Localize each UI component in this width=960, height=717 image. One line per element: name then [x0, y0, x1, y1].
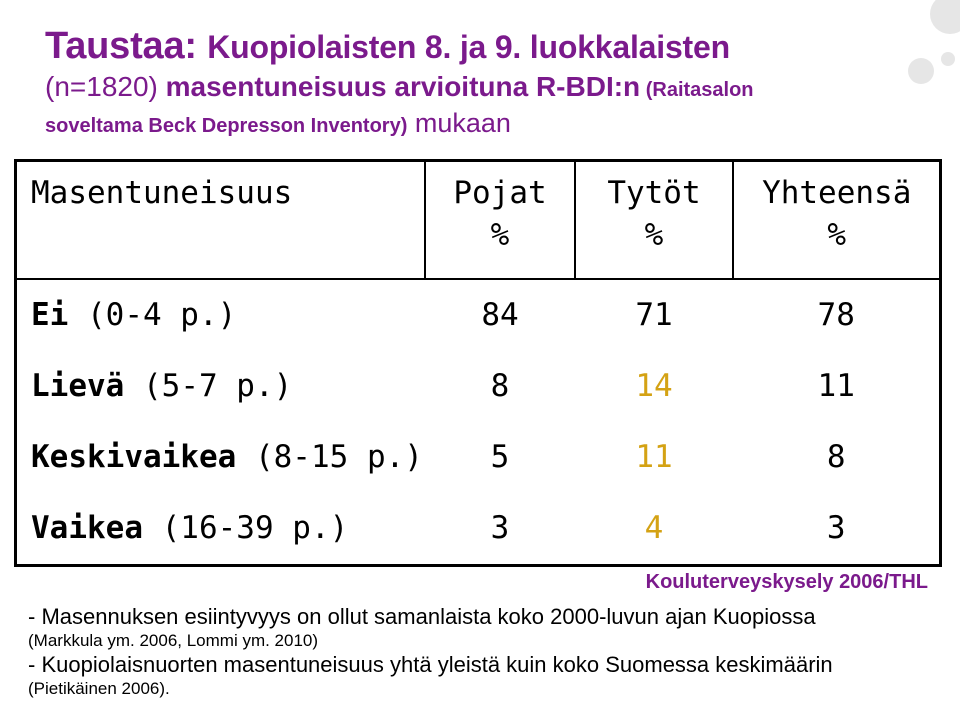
header-label: Tytöt	[607, 175, 701, 211]
total-value: 3	[826, 510, 846, 546]
slide-title: Taustaa: Kuopiolaisten 8. ja 9. luokkala…	[45, 24, 925, 141]
header-unit: %	[644, 217, 664, 253]
boys-value: 8	[490, 368, 510, 404]
table-row: Keskivaikea (8-15 p.) 5 11 8	[16, 422, 941, 493]
decorative-circle	[941, 52, 955, 66]
notes: - Masennuksen esiintyvyys on ollut saman…	[28, 605, 948, 701]
note-2-reference: (Pietikäinen 2006).	[28, 679, 170, 698]
note-2: - Kuopiolaisnuorten masentuneisuus yhtä …	[28, 652, 833, 677]
severity-label: Vaikea	[31, 510, 143, 546]
girls-value: 4	[644, 510, 664, 546]
title-line-2: (n=1820) masentuneisuus arvioituna R-BDI…	[45, 69, 925, 108]
note-1-reference: (Markkula ym. 2006, Lommi ym. 2010)	[28, 631, 319, 650]
title-source-note: soveltama Beck Depresson Inventory)	[45, 115, 408, 137]
header-unit: %	[490, 217, 510, 253]
boys-value: 3	[490, 510, 510, 546]
boys-value: 84	[481, 297, 519, 333]
severity-label: Lievä	[31, 368, 125, 404]
title-source-note: (Raitasalon	[640, 79, 754, 101]
girls-value: 71	[635, 297, 673, 333]
header-label: Yhteensä	[762, 175, 912, 211]
table-row: Ei (0-4 p.) 84 71 78	[16, 279, 941, 351]
total-value: 8	[826, 439, 846, 475]
total-value: 11	[817, 368, 855, 404]
header-boys: Pojat %	[424, 159, 576, 280]
title-text: mukaan	[407, 108, 511, 138]
score-range: (0-4 p.)	[68, 297, 237, 333]
row-label: Ei (0-4 p.)	[16, 279, 426, 351]
decorative-circle	[930, 0, 960, 34]
header-girls: Tytöt %	[573, 159, 735, 280]
header-label: Pojat	[453, 175, 547, 211]
boys-value: 5	[490, 439, 510, 475]
data-source: Kouluterveyskysely 2006/THL	[645, 571, 928, 593]
row-label: Vaikea (16-39 p.)	[16, 493, 426, 566]
title-keyword: Taustaa:	[45, 25, 208, 67]
title-line-3: soveltama Beck Depresson Inventory) muka…	[45, 108, 925, 141]
total-value: 78	[817, 297, 855, 333]
title-line-1: Taustaa: Kuopiolaisten 8. ja 9. luokkala…	[45, 24, 925, 69]
title-text: masentuneisuus arvioituna R-BDI:n	[165, 71, 641, 102]
header-total: Yhteensä %	[732, 159, 942, 280]
table-header-row: Masentuneisuus Pojat % Tytöt % Yhteensä …	[14, 159, 942, 280]
table-row: Lievä (5-7 p.) 8 14 11	[16, 351, 941, 422]
girls-value: 14	[635, 368, 673, 404]
girls-value: 11	[635, 439, 673, 475]
header-label: Masentuneisuus	[31, 175, 293, 211]
header-depression: Masentuneisuus	[14, 159, 427, 280]
title-sample-size: (n=1820)	[45, 71, 166, 102]
score-range: (8-15 p.)	[236, 439, 423, 475]
depression-table: Masentuneisuus Pojat % Tytöt % Yhteensä …	[14, 159, 942, 567]
table-row: Vaikea (16-39 p.) 3 4 3	[16, 493, 941, 566]
row-label: Keskivaikea (8-15 p.)	[16, 422, 426, 493]
header-unit: %	[827, 217, 847, 253]
row-label: Lievä (5-7 p.)	[16, 351, 426, 422]
note-1: - Masennuksen esiintyvyys on ollut saman…	[28, 604, 816, 629]
severity-label: Ei	[31, 297, 69, 333]
decorative-circle	[908, 58, 934, 84]
severity-label: Keskivaikea	[31, 439, 237, 475]
score-range: (16-39 p.)	[142, 510, 349, 546]
score-range: (5-7 p.)	[124, 368, 293, 404]
title-text: Kuopiolaisten 8. ja 9. luokkalaisten	[207, 29, 730, 65]
